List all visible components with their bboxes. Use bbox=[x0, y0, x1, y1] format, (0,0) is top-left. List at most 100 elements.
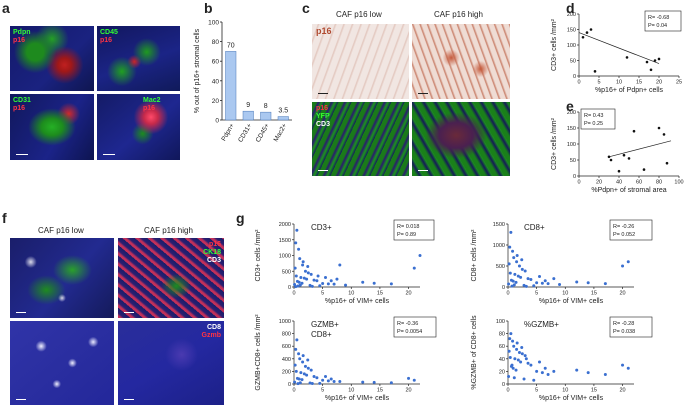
d-xtick-label: 25 bbox=[676, 80, 682, 86]
label-c-ihc: p16 bbox=[316, 26, 332, 36]
if-f-bottom-high: CD8 Gzmb bbox=[118, 321, 224, 405]
g1-point bbox=[305, 277, 309, 281]
d-ytick-label: 0 bbox=[573, 74, 576, 80]
e-ytick-label: 150 bbox=[567, 126, 576, 132]
g4-xtick-label: 15 bbox=[591, 388, 597, 394]
label-a4-marker2: p16 bbox=[143, 105, 156, 112]
g4-point bbox=[507, 349, 511, 353]
scalebar-a3 bbox=[16, 153, 28, 155]
e-point bbox=[642, 168, 646, 171]
g3-point bbox=[305, 373, 309, 377]
g1-point bbox=[297, 247, 301, 251]
d-ytick-label: 50 bbox=[570, 59, 576, 65]
label-c-if-2: YFP bbox=[316, 113, 330, 120]
panel-letter-b: b bbox=[204, 0, 213, 16]
e-stats-line: R= 0.43 bbox=[584, 113, 603, 119]
label-a2-marker1: CD45 bbox=[100, 29, 118, 36]
e-stats-box bbox=[580, 108, 616, 130]
g3-point bbox=[329, 377, 333, 381]
chart-d: 0 50 100 150 200 0 5 10 15 20 25 R= -0.68 P= 0.04 %p1… bbox=[551, 10, 682, 94]
b-bar bbox=[277, 116, 289, 121]
label-a3-marker1: CD31 bbox=[13, 97, 31, 104]
label-c-if-1: p16 bbox=[316, 105, 329, 112]
label-a2-marker2: p16 bbox=[100, 37, 113, 44]
g2-point bbox=[575, 280, 579, 284]
chart-g2: 0 500 1000 1500 0 5 10 15 20 R= -0.26 P= 0.052 CD8+… bbox=[471, 219, 653, 305]
g4-point bbox=[515, 341, 519, 345]
e-point bbox=[622, 153, 626, 157]
if-f-bottom-low bbox=[10, 321, 114, 405]
g3-point bbox=[301, 360, 305, 364]
g2-point bbox=[546, 282, 550, 286]
g2-point bbox=[532, 284, 536, 288]
d-ytick-label: 200 bbox=[567, 12, 576, 18]
g2-ytick-label: 0 bbox=[502, 285, 505, 291]
e-point bbox=[632, 129, 636, 133]
g1-ytick-label: 2000 bbox=[279, 222, 291, 228]
g2-point bbox=[529, 277, 533, 281]
b-value-label: 8 bbox=[264, 103, 268, 110]
g1-point bbox=[293, 266, 297, 270]
g2-xtick-label: 15 bbox=[591, 291, 597, 297]
g4-point bbox=[516, 358, 520, 362]
g2-point bbox=[603, 282, 607, 286]
g1-ylabel: CD3+ cells /mm² bbox=[255, 229, 262, 282]
g4-point bbox=[512, 344, 516, 348]
d-xtick-label: 5 bbox=[597, 80, 600, 86]
g4-point bbox=[546, 373, 550, 377]
g4-xtick-label: 20 bbox=[619, 388, 625, 394]
b-category-label: CD45+ bbox=[255, 122, 271, 143]
g1-point bbox=[309, 272, 313, 276]
g1-point bbox=[306, 271, 310, 275]
g1-point bbox=[418, 254, 422, 257]
g2-point bbox=[552, 277, 556, 281]
b-category-label: CD31+ bbox=[237, 122, 253, 143]
scalebar-f4 bbox=[124, 398, 134, 400]
scalebar-c1 bbox=[318, 92, 328, 94]
g3-title: GZMB+ bbox=[311, 320, 339, 329]
g1-point bbox=[332, 282, 336, 286]
g4-stats-line: P= 0.038 bbox=[613, 329, 635, 335]
b-ytick-label: 100 bbox=[208, 20, 219, 27]
g2-stats-line: R= -0.26 bbox=[613, 224, 634, 230]
f-header-high: CAF p16 high bbox=[144, 226, 193, 235]
g3-point bbox=[293, 380, 297, 384]
g4-point bbox=[512, 376, 516, 380]
d-point bbox=[649, 68, 653, 72]
g4-ytick-label: 20 bbox=[499, 369, 505, 375]
e-ytick-label: 0 bbox=[573, 174, 576, 180]
g3-point bbox=[309, 368, 313, 372]
g1-point bbox=[389, 282, 393, 286]
panel-letter-e: e bbox=[566, 98, 574, 114]
panel-letter-a: a bbox=[2, 0, 10, 16]
g1-point bbox=[301, 260, 305, 264]
g3-ytick-label: 800 bbox=[282, 332, 291, 338]
g2-stats-line: P= 0.052 bbox=[613, 232, 635, 238]
g3-point bbox=[324, 374, 327, 378]
g4-point bbox=[535, 369, 539, 373]
micrograph-a-pdpn: Pdpn p16 bbox=[10, 26, 94, 91]
g3-point bbox=[326, 379, 330, 383]
e-point bbox=[657, 126, 661, 130]
g4-ylabel: %GZMB+ of CD8+ cells bbox=[471, 315, 478, 390]
g3-xtick-label: 20 bbox=[405, 388, 411, 394]
scalebar-c4 bbox=[418, 169, 428, 171]
g3-stats-box bbox=[393, 316, 437, 338]
g1-point bbox=[372, 281, 376, 285]
g3-point bbox=[361, 380, 365, 384]
g4-xlabel: %p16+ of VIM+ cells bbox=[539, 395, 604, 402]
g4-point bbox=[603, 373, 607, 377]
g3-point bbox=[315, 376, 319, 380]
label-f-top-2: CK18 bbox=[203, 249, 221, 256]
g2-point bbox=[543, 279, 547, 283]
label-a1-marker2: p16 bbox=[13, 37, 26, 44]
e-ytick-label: 200 bbox=[567, 110, 576, 116]
g4-point bbox=[508, 356, 512, 360]
label-a3-marker2: p16 bbox=[13, 105, 26, 112]
e-point bbox=[609, 158, 613, 162]
g1-point bbox=[315, 279, 319, 283]
if-f-top-high: p16 CK18 CD3 bbox=[118, 238, 224, 318]
g3-point bbox=[310, 381, 314, 385]
b-bar bbox=[225, 51, 237, 121]
chart-g1: 0 500 1000 1500 2000 0 5 10 15 20 R= 0.018 P= 0.89 C… bbox=[255, 219, 435, 305]
